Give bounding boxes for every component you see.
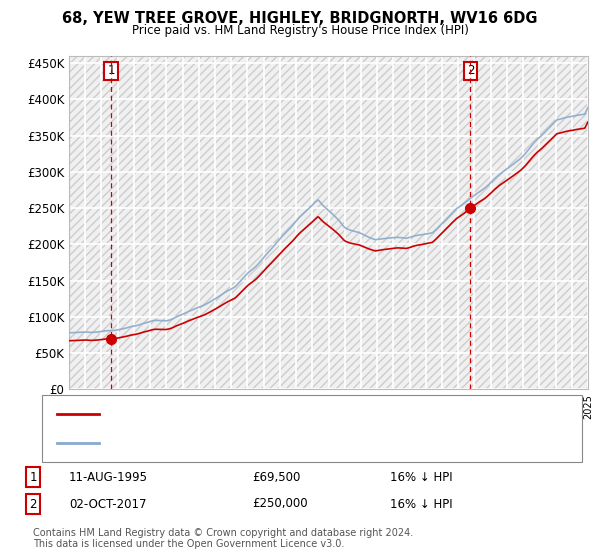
Text: 16% ↓ HPI: 16% ↓ HPI: [390, 470, 452, 484]
Text: Price paid vs. HM Land Registry's House Price Index (HPI): Price paid vs. HM Land Registry's House …: [131, 24, 469, 36]
Text: 68, YEW TREE GROVE, HIGHLEY, BRIDGNORTH, WV16 6DG (detached house): 68, YEW TREE GROVE, HIGHLEY, BRIDGNORTH,…: [108, 409, 507, 419]
Text: 2: 2: [467, 64, 474, 77]
Text: 68, YEW TREE GROVE, HIGHLEY, BRIDGNORTH, WV16 6DG: 68, YEW TREE GROVE, HIGHLEY, BRIDGNORTH,…: [62, 11, 538, 26]
Text: HPI: Average price, detached house, Shropshire: HPI: Average price, detached house, Shro…: [108, 438, 357, 448]
Text: £250,000: £250,000: [252, 497, 308, 511]
Text: 1: 1: [29, 470, 37, 484]
Text: 11-AUG-1995: 11-AUG-1995: [69, 470, 148, 484]
Text: 2: 2: [29, 497, 37, 511]
Text: 16% ↓ HPI: 16% ↓ HPI: [390, 497, 452, 511]
Text: Contains HM Land Registry data © Crown copyright and database right 2024.
This d: Contains HM Land Registry data © Crown c…: [33, 528, 413, 549]
Text: £69,500: £69,500: [252, 470, 301, 484]
Text: 02-OCT-2017: 02-OCT-2017: [69, 497, 146, 511]
Text: 1: 1: [107, 64, 115, 77]
